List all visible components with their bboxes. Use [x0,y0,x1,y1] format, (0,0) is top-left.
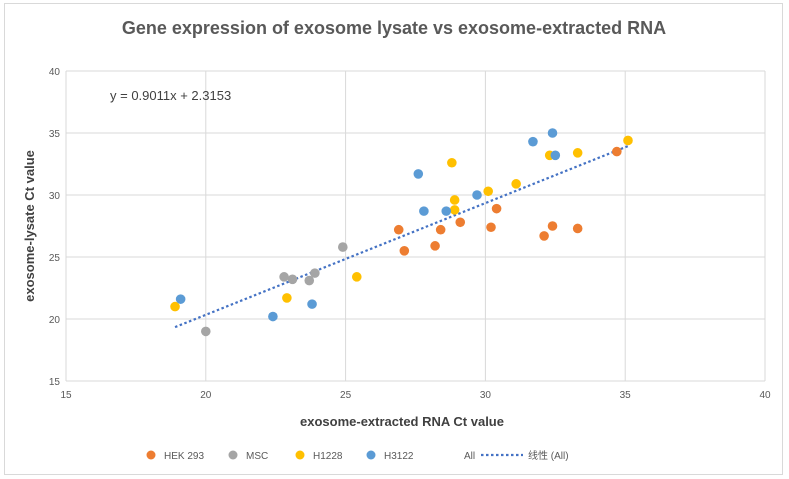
point-h1228 [483,186,493,197]
point-msc [310,268,320,278]
y-tick-label: 30 [49,191,61,202]
point-hek-293 [572,223,583,234]
point-hek-293 [539,231,549,241]
trendline-group [174,145,629,329]
legend-label-hek-293: HEK 293 [164,451,204,462]
data-points [170,128,633,337]
y-axis-title: exosome-lysate Ct value [22,150,37,302]
y-tick-label: 25 [49,253,61,264]
point-msc [338,242,348,252]
point-h3122 [175,294,186,304]
point-h3122 [419,206,429,216]
chart-title: Gene expression of exosome lysate vs exo… [122,18,666,38]
point-hek-293 [612,146,622,157]
point-h3122 [268,311,278,322]
x-tick-label: 35 [620,390,632,401]
y-tick-label: 40 [49,67,61,78]
legend-marker-h3122 [366,450,376,460]
point-h3122 [441,206,452,216]
point-h1228 [282,293,292,303]
point-h3122 [550,150,561,161]
point-msc [287,274,298,285]
trendline-equation: y = 0.9011x + 2.3153 [110,88,231,103]
legend-label-h3122: H3122 [384,451,414,462]
gridlines [65,70,766,382]
legend-label-msc: MSC [246,451,268,462]
point-hek-293 [491,203,502,214]
trendline [174,145,629,329]
x-tick-label: 15 [60,390,72,401]
legend-marker-h1228 [295,450,305,460]
point-h1228 [351,272,362,282]
legend-label-h1228: H1228 [313,451,343,462]
legend-marker-msc [228,450,238,460]
point-h3122 [307,299,317,309]
x-tick-label: 40 [759,390,771,401]
legend-label-trendline: 线性 (All) [528,449,569,462]
point-h1228 [447,157,457,168]
point-h1228 [170,301,180,312]
point-h3122 [528,136,538,147]
legend-label-all: All [464,451,475,462]
point-h1228 [572,148,583,158]
point-hek-293 [547,221,558,231]
point-msc [201,326,211,337]
point-h1228 [449,195,460,205]
point-h3122 [472,190,482,200]
point-msc [304,275,315,286]
tick-labels: 15 20 25 30 35 40 15 20 25 30 35 40 [49,67,771,401]
x-tick-label: 25 [340,390,352,401]
point-h3122 [547,128,558,138]
legend: HEK 293 MSC H1228 H3122 All 线性 (All) [146,449,569,462]
x-tick-label: 30 [480,390,492,401]
point-hek-293 [430,241,440,251]
point-hek-293 [455,217,466,228]
point-hek-293 [399,246,410,256]
point-h1228 [623,135,633,146]
x-tick-label: 20 [200,390,212,401]
y-tick-label: 20 [49,315,61,326]
point-msc [279,272,289,282]
x-axis-title: exosome-extracted RNA Ct value [300,414,504,429]
point-h1228 [511,179,521,189]
point-hek-293 [435,224,446,235]
point-hek-293 [393,224,404,235]
legend-marker-hek-293 [146,450,156,460]
point-h1228 [449,205,460,215]
point-hek-293 [486,222,496,233]
point-h3122 [413,169,424,179]
y-tick-label: 15 [49,377,61,388]
y-tick-label: 35 [49,129,61,140]
